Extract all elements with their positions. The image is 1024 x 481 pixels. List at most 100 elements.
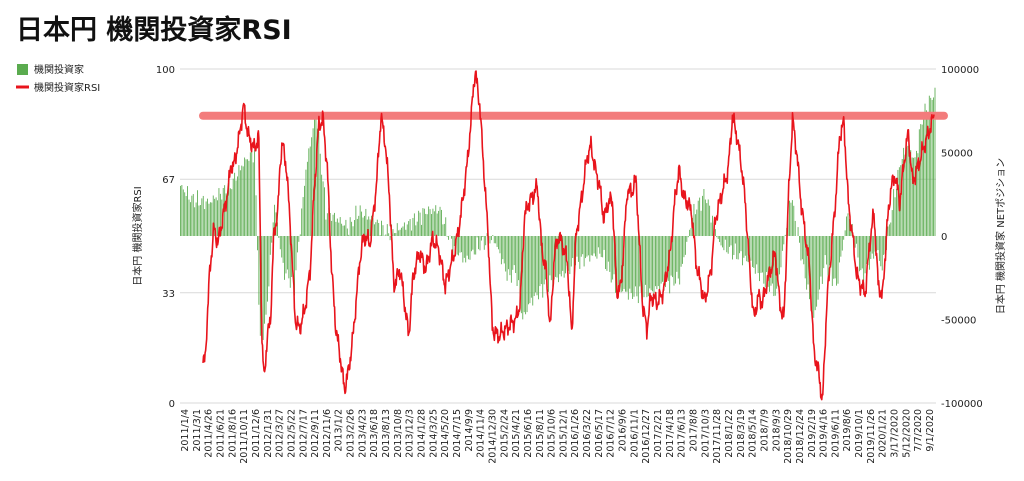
x-tick-label: 2015/12/1 — [558, 409, 569, 458]
bar — [288, 236, 290, 279]
bar — [600, 236, 602, 258]
bar — [697, 200, 699, 236]
bar — [702, 195, 703, 236]
bar — [605, 236, 606, 270]
bar — [595, 236, 596, 257]
bar — [299, 234, 301, 236]
bar — [225, 193, 227, 236]
bar — [839, 236, 840, 263]
bar — [829, 236, 830, 266]
bar — [677, 236, 679, 279]
bar — [563, 236, 565, 278]
bar — [533, 236, 535, 297]
bar — [794, 220, 796, 236]
bar — [332, 214, 334, 236]
bar — [483, 236, 485, 250]
bar — [191, 195, 193, 236]
bar — [212, 195, 214, 236]
bar — [476, 236, 478, 238]
bar — [910, 150, 912, 236]
bar — [336, 218, 338, 236]
bar — [425, 213, 427, 236]
bar — [636, 236, 638, 297]
bar — [649, 236, 651, 289]
bar — [435, 205, 437, 236]
bar — [205, 201, 207, 236]
bar — [442, 224, 444, 236]
bar — [385, 234, 387, 236]
bar — [358, 215, 360, 236]
bar — [776, 236, 778, 289]
bar — [244, 157, 246, 236]
x-tick-label: 2016/9/6 — [618, 409, 629, 452]
bar — [217, 200, 218, 236]
bar — [485, 236, 487, 246]
bar — [536, 236, 538, 296]
bar — [325, 219, 327, 236]
bar — [472, 236, 474, 250]
bar — [194, 207, 196, 236]
x-tick-label: 2018/3/19 — [736, 409, 747, 458]
bar — [799, 236, 800, 243]
bar — [714, 229, 716, 236]
bar — [312, 128, 314, 236]
bar — [499, 236, 501, 254]
bar — [856, 236, 857, 244]
x-tick-label: 2012/5/22 — [286, 409, 297, 458]
bar — [286, 236, 288, 270]
bar — [586, 236, 588, 257]
bar — [576, 236, 578, 257]
axes: 100 67 33 0 100000 50000 0 -50000 -100000 日本円 機関投… — [131, 65, 1007, 464]
bar — [880, 236, 882, 267]
bar — [753, 236, 755, 268]
bar — [526, 236, 528, 313]
bar — [559, 236, 561, 275]
bar — [826, 236, 828, 265]
bar — [680, 236, 682, 267]
bar — [593, 236, 595, 254]
y-left-tick-label: 33 — [162, 289, 175, 300]
bar — [707, 199, 709, 236]
x-tick-label: 3/17/2020 — [890, 409, 901, 458]
bar — [376, 219, 378, 236]
bar — [369, 219, 371, 236]
bar — [441, 209, 442, 236]
bar — [285, 236, 287, 274]
bar — [610, 236, 612, 283]
bar — [495, 236, 497, 244]
bar — [271, 236, 273, 243]
bar — [403, 222, 405, 236]
bar — [767, 236, 769, 287]
bar — [446, 236, 448, 237]
x-tick-label: 2015/2/24 — [499, 409, 510, 458]
bar — [378, 222, 380, 236]
bar — [890, 222, 892, 236]
bar — [188, 199, 190, 236]
bar — [656, 236, 658, 290]
line-series — [202, 70, 935, 401]
bar — [506, 236, 508, 281]
bar — [627, 236, 629, 300]
bar — [754, 236, 756, 274]
bar — [277, 222, 278, 236]
bar — [569, 236, 571, 275]
bar — [296, 236, 298, 253]
x-tick-label: 2017/10/3 — [700, 409, 711, 458]
bar — [599, 236, 601, 254]
bar — [746, 236, 748, 262]
bar — [518, 236, 519, 281]
bar — [749, 236, 750, 265]
bar — [237, 176, 238, 236]
bar — [492, 235, 494, 236]
bar — [857, 236, 859, 258]
bar — [352, 226, 354, 236]
bar — [199, 205, 201, 236]
bar — [773, 236, 775, 297]
bar — [202, 195, 204, 236]
bar — [540, 236, 542, 285]
bar — [366, 219, 368, 236]
bar — [345, 219, 347, 236]
x-tick-label: 2017/6/13 — [677, 409, 688, 458]
bar — [650, 236, 652, 291]
x-tick-label: 2013/6/18 — [369, 409, 380, 458]
